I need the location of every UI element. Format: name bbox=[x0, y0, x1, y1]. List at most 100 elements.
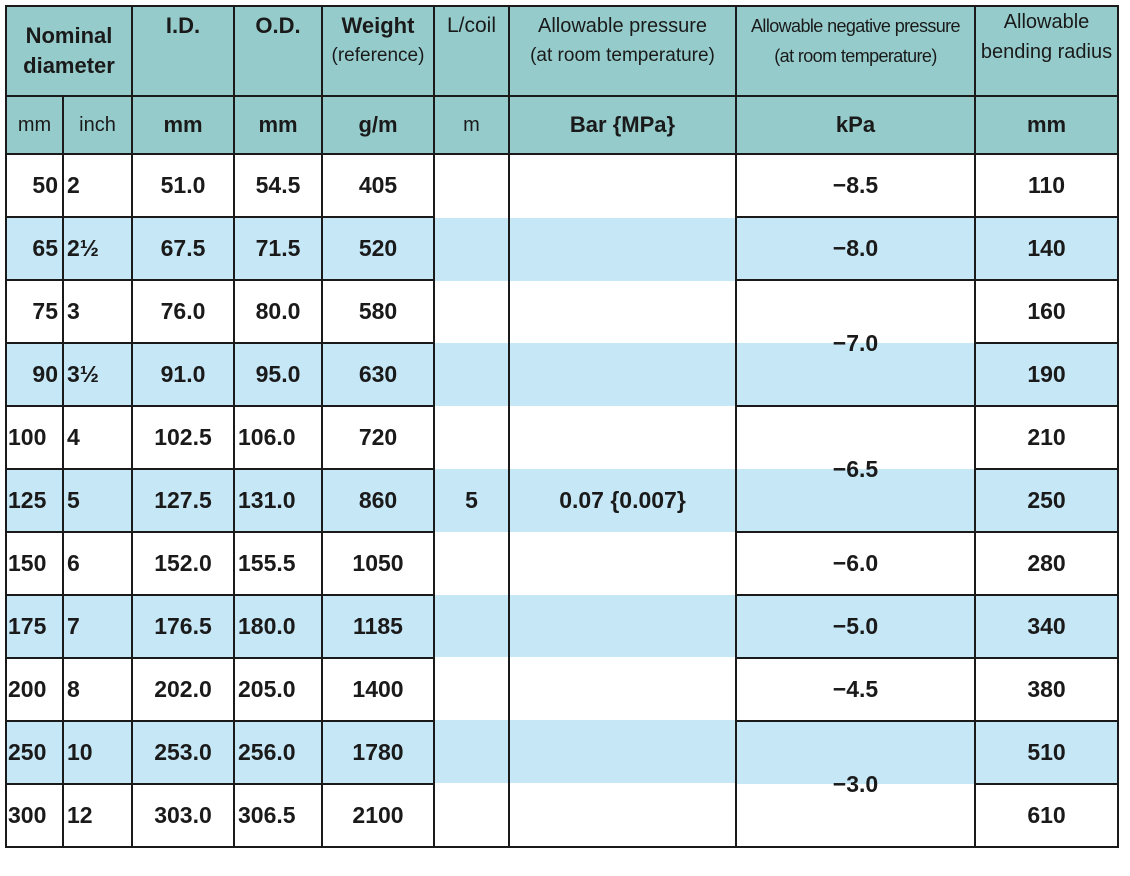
cell-weight: 1185 bbox=[321, 594, 435, 659]
cell-bending: 250 bbox=[974, 468, 1119, 533]
cell-bending: 610 bbox=[974, 783, 1119, 848]
table-row: 175 7 176.5 180.0 1185 −5.0 340 bbox=[5, 594, 1119, 659]
cell-id: 102.5 bbox=[131, 405, 235, 470]
table-row: 300 12 303.0 306.5 2100 610 bbox=[5, 783, 1119, 848]
cell-id: 253.0 bbox=[131, 720, 235, 785]
cell-od: 54.5 bbox=[233, 153, 323, 218]
cell-id: 127.5 bbox=[131, 468, 235, 533]
table-row: 250 10 253.0 256.0 1780 −3.0 510 bbox=[5, 720, 1119, 848]
allowable-pressure-value: 0.07 {0.007} bbox=[559, 487, 686, 513]
cell-weight: 720 bbox=[321, 405, 435, 470]
table-row: 90 3½ 91.0 95.0 630 190 bbox=[5, 342, 1119, 407]
cell-mm: 175 bbox=[5, 594, 64, 659]
header-od: O.D. bbox=[233, 5, 323, 97]
header-allowable-pressure: Allowable pressure (at room temperature) bbox=[508, 5, 737, 97]
unit-inch: inch bbox=[62, 95, 133, 155]
cell-bending: 190 bbox=[974, 342, 1119, 407]
cell-weight: 1780 bbox=[321, 720, 435, 785]
cell-bending: 140 bbox=[974, 216, 1119, 281]
table-row: 200 8 202.0 205.0 1400 −4.5 380 bbox=[5, 657, 1119, 722]
cell-negative-pressure-merged: −7.0 bbox=[735, 279, 976, 407]
table-row: 50 2 51.0 54.5 405 5 bbox=[5, 153, 1119, 848]
header-allowable-pressure-sub: (at room temperature) bbox=[530, 45, 715, 66]
cell-od: 256.0 bbox=[233, 720, 323, 785]
cell-weight: 405 bbox=[321, 153, 435, 218]
cell-id: 76.0 bbox=[131, 279, 235, 344]
cell-inch: 10 bbox=[62, 720, 133, 785]
negative-pressure-value: −3.0 bbox=[832, 770, 879, 797]
table-row: 100 4 102.5 106.0 720 −6.5 210 bbox=[5, 405, 1119, 533]
cell-mm: 100 bbox=[5, 405, 64, 470]
cell-od: 80.0 bbox=[233, 279, 323, 344]
header-id: I.D. bbox=[131, 5, 235, 97]
cell-mm: 150 bbox=[5, 531, 64, 596]
header-allowable-pressure-label: Allowable pressure bbox=[538, 15, 707, 37]
cell-negative-pressure: −8.5 bbox=[735, 153, 976, 218]
cell-mm: 50 bbox=[5, 153, 64, 218]
cell-weight: 1400 bbox=[321, 657, 435, 722]
cell-mm: 125 bbox=[5, 468, 64, 533]
cell-negative-pressure-merged: −6.5 bbox=[735, 405, 976, 533]
header-allowable-negative-pressure-sub: (at room temperature) bbox=[774, 46, 937, 66]
cell-weight: 520 bbox=[321, 216, 435, 281]
cell-id: 202.0 bbox=[131, 657, 235, 722]
cell-id: 51.0 bbox=[131, 153, 235, 218]
header-bending-radius: Allowable bending radius bbox=[974, 5, 1119, 97]
header-weight-label: Weight bbox=[341, 13, 415, 38]
cell-inch: 6 bbox=[62, 531, 133, 596]
cell-od: 95.0 bbox=[233, 342, 323, 407]
cell-weight: 1050 bbox=[321, 531, 435, 596]
unit-weight: g/m bbox=[321, 95, 435, 155]
l-coil-value: 5 bbox=[465, 487, 478, 513]
cell-id: 67.5 bbox=[131, 216, 235, 281]
header-weight-sub: (reference) bbox=[331, 45, 425, 66]
negative-pressure-value: −6.5 bbox=[832, 455, 879, 482]
cell-bending: 340 bbox=[974, 594, 1119, 659]
cell-bending: 280 bbox=[974, 531, 1119, 596]
cell-od: 155.5 bbox=[233, 531, 323, 596]
cell-l-coil-merged: 5 bbox=[433, 153, 510, 848]
cell-negative-pressure-merged: −3.0 bbox=[735, 720, 976, 848]
header-l-coil: L/coil bbox=[433, 5, 510, 97]
cell-id: 176.5 bbox=[131, 594, 235, 659]
cell-bending: 110 bbox=[974, 153, 1119, 218]
table-row: 125 5 127.5 131.0 860 250 bbox=[5, 468, 1119, 533]
spec-table-wrapper: Nominal diameter I.D. O.D. Weight (refer… bbox=[5, 5, 1119, 848]
stripe-bands bbox=[435, 155, 508, 846]
table-row: 75 3 76.0 80.0 580 −7.0 160 bbox=[5, 279, 1119, 407]
cell-weight: 860 bbox=[321, 468, 435, 533]
cell-id: 303.0 bbox=[131, 783, 235, 848]
cell-bending: 160 bbox=[974, 279, 1119, 344]
cell-negative-pressure: −4.5 bbox=[735, 657, 976, 722]
hose-spec-table: Nominal diameter I.D. O.D. Weight (refer… bbox=[5, 5, 1119, 848]
unit-bending: mm bbox=[974, 95, 1119, 155]
cell-od: 131.0 bbox=[233, 468, 323, 533]
table-row: 150 6 152.0 155.5 1050 −6.0 280 bbox=[5, 531, 1119, 596]
header-nominal-diameter: Nominal diameter bbox=[5, 5, 133, 97]
cell-inch: 3 bbox=[62, 279, 133, 344]
header-allowable-negative-pressure-label: Allowable negative pressure bbox=[751, 16, 961, 36]
unit-negative-pressure: kPa bbox=[735, 95, 976, 155]
cell-weight: 630 bbox=[321, 342, 435, 407]
cell-id: 152.0 bbox=[131, 531, 235, 596]
cell-od: 71.5 bbox=[233, 216, 323, 281]
stripe-bands bbox=[510, 155, 735, 846]
cell-weight: 580 bbox=[321, 279, 435, 344]
cell-negative-pressure: −5.0 bbox=[735, 594, 976, 659]
header-weight: Weight (reference) bbox=[321, 5, 435, 97]
cell-inch: 2½ bbox=[62, 216, 133, 281]
cell-mm: 65 bbox=[5, 216, 64, 281]
cell-od: 306.5 bbox=[233, 783, 323, 848]
cell-mm: 90 bbox=[5, 342, 64, 407]
cell-id: 91.0 bbox=[131, 342, 235, 407]
cell-inch: 12 bbox=[62, 783, 133, 848]
unit-od: mm bbox=[233, 95, 323, 155]
cell-allowable-pressure-merged: 0.07 {0.007} bbox=[508, 153, 737, 848]
cell-inch: 5 bbox=[62, 468, 133, 533]
cell-mm: 250 bbox=[5, 720, 64, 785]
unit-pressure: Bar {MPa} bbox=[508, 95, 737, 155]
unit-l-coil: m bbox=[433, 95, 510, 155]
cell-negative-pressure: −6.0 bbox=[735, 531, 976, 596]
cell-inch: 8 bbox=[62, 657, 133, 722]
cell-negative-pressure: −8.0 bbox=[735, 216, 976, 281]
